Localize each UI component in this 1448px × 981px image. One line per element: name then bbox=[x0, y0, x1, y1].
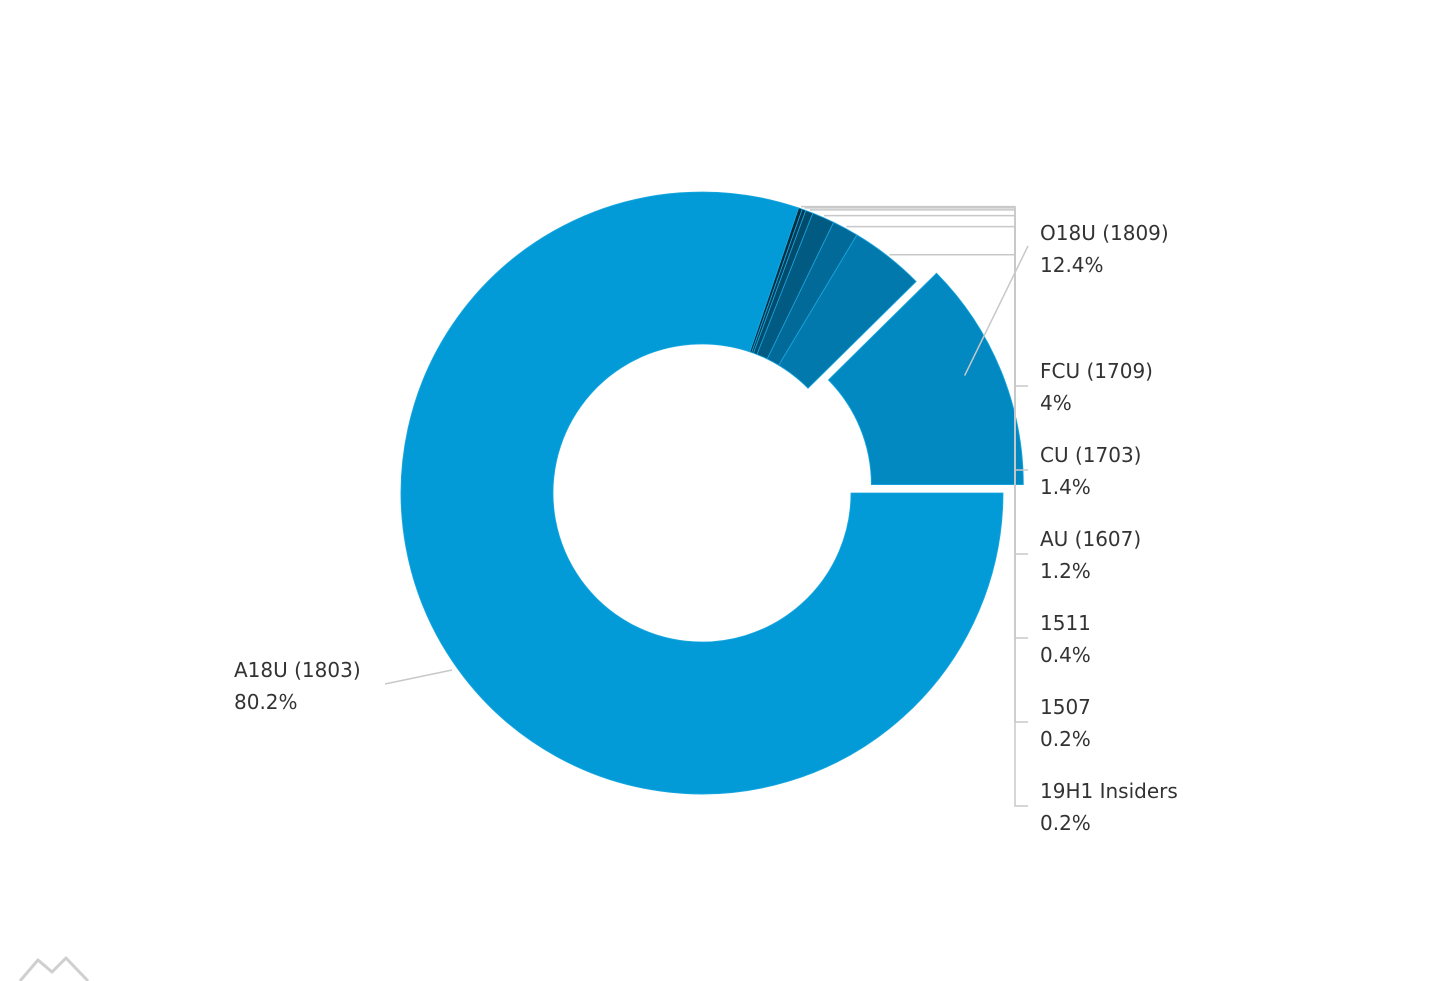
slice-label: 1507 bbox=[1040, 695, 1091, 719]
slice-a18u-1803[interactable] bbox=[400, 191, 1004, 795]
slice-value-label: 0.4% bbox=[1040, 643, 1091, 667]
slice-value-label: 1.4% bbox=[1040, 475, 1091, 499]
slice-value-label: 0.2% bbox=[1040, 811, 1091, 835]
leader-line bbox=[384, 669, 453, 685]
slice-label: 1511 bbox=[1040, 611, 1091, 635]
slice-label: A18U (1803) bbox=[234, 658, 361, 682]
slice-label: AU (1607) bbox=[1040, 527, 1141, 551]
leader-line bbox=[801, 205, 1028, 807]
slice-value-label: 12.4% bbox=[1040, 253, 1104, 277]
slice-value-label: 0.2% bbox=[1040, 727, 1091, 751]
slice-value-label: 4% bbox=[1040, 391, 1072, 415]
slice-o18u-1809[interactable] bbox=[827, 272, 1024, 486]
mountain-icon bbox=[18, 956, 90, 981]
slice-label: O18U (1809) bbox=[1040, 221, 1169, 245]
labels-group: O18U (1809) 12.4% FCU (1709) 4% CU (1703) 1.4… bbox=[234, 221, 1178, 835]
slices-group bbox=[400, 191, 1024, 795]
leader-line bbox=[963, 245, 1029, 376]
slice-value-label: 80.2% bbox=[234, 690, 298, 714]
slice-label: 19H1 Insiders bbox=[1040, 779, 1178, 803]
slice-label: FCU (1709) bbox=[1040, 359, 1153, 383]
slice-label: CU (1703) bbox=[1040, 443, 1141, 467]
slice-value-label: 1.2% bbox=[1040, 559, 1091, 583]
leader-lines-group bbox=[384, 205, 1029, 807]
